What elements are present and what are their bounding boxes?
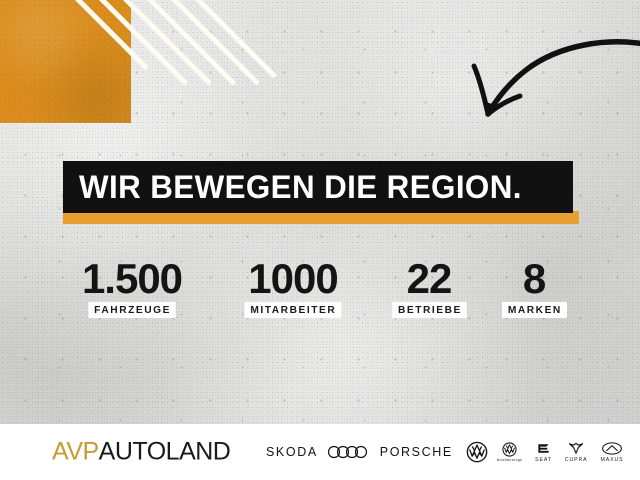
stat-value: 1.500: [81, 255, 183, 302]
brand-logo-seat[interactable]: SEAT: [535, 441, 552, 463]
brand-logo-porsche[interactable]: PORSCHE: [380, 445, 453, 459]
brand-logo-volkswagen[interactable]: [466, 441, 488, 463]
stat-value: 22: [406, 255, 453, 302]
brand-logo-volkswagen-nutzfahrzeuge[interactable]: Nutzfahrzeuge: [497, 442, 522, 462]
orange-corner-block: [0, 0, 131, 123]
seat-caption: SEAT: [535, 457, 552, 463]
brand-logo-maxus[interactable]: MAXUS: [601, 441, 624, 463]
brand-logo-strip: SKODA PORSCHE: [266, 441, 624, 463]
cupra-caption: CUPRA: [564, 457, 588, 463]
stat-item-betriebe: 22 BETRIEBE: [383, 258, 475, 318]
porsche-wordmark: PORSCHE: [379, 445, 453, 459]
avp-autoland-logo[interactable]: AVP AUTOLAND: [52, 437, 231, 467]
audi-rings-icon: [327, 445, 367, 459]
headline-orange-underline: [63, 211, 579, 224]
headline-black-bar: WIR BEWEGEN DIE REGION.: [63, 161, 573, 213]
stat-label: BETRIEBE: [391, 302, 467, 318]
vw-nutzfahrzeuge-caption: Nutzfahrzeuge: [496, 457, 523, 462]
volkswagen-nutzfahrzeuge-roundel-icon: [502, 442, 517, 457]
footer-bar: AVP AUTOLAND SKODA PORSCHE: [0, 424, 640, 480]
maxus-emblem-icon: [602, 442, 622, 455]
statistics-row: 1.500 FAHRZEUGE 1000 MITARBEITER 22 BETR…: [0, 258, 640, 324]
headline-banner: WIR BEWEGEN DIE REGION.: [63, 161, 579, 224]
seat-emblem-icon: [538, 444, 549, 453]
stat-label: FAHRZEUGE: [88, 302, 176, 318]
brand-logo-skoda[interactable]: SKODA: [266, 445, 318, 459]
skoda-wordmark: SKODA: [266, 445, 318, 459]
brand-logo-cupra[interactable]: CUPRA: [565, 441, 588, 463]
stat-item-mitarbeiter: 1000 MITARBEITER: [228, 258, 358, 318]
brand-logo-audi[interactable]: [327, 444, 371, 460]
stat-item-fahrzeuge: 1.500 FAHRZEUGE: [62, 258, 202, 318]
corner-grain-texture: [0, 0, 131, 123]
stat-item-marken: 8 MARKEN: [488, 258, 580, 318]
avp-logo-autoland: AUTOLAND: [98, 437, 231, 466]
headline-text: WIR BEWEGEN DIE REGION.: [79, 168, 522, 205]
cupra-emblem-icon: [569, 442, 584, 454]
stat-value: 1000: [248, 255, 338, 302]
maxus-caption: MAXUS: [600, 457, 624, 463]
avp-logo-avp: AVP: [52, 437, 99, 466]
stat-value: 8: [522, 255, 546, 302]
volkswagen-roundel-icon: [466, 441, 488, 463]
curved-arrow-icon: [471, 39, 640, 117]
stat-label: MITARBEITER: [244, 302, 342, 318]
stat-label: MARKEN: [501, 302, 567, 318]
